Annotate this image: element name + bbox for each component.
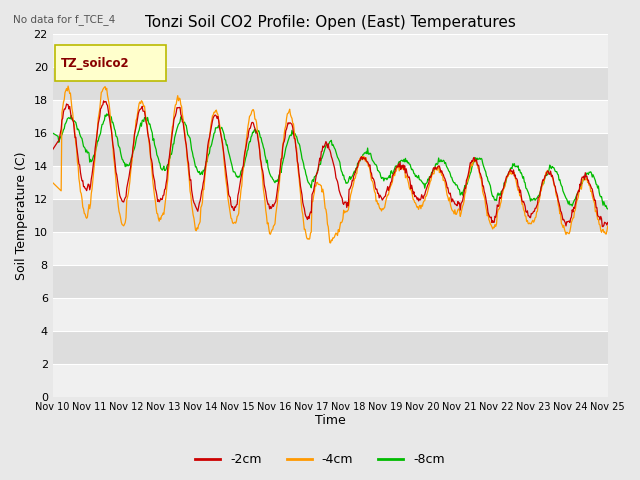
-2cm (100, 98, 108, 104)
Line: -4cm: -4cm (52, 86, 608, 243)
-2cm (59, 116, 67, 121)
Bar (52, 34, 608, 67)
-2cm (116, 195, 124, 201)
-2cm (399, 165, 406, 170)
Bar (52, 133, 608, 166)
-4cm (173, 96, 180, 102)
Title: Tonzi Soil CO2 Profile: Open (East) Temperatures: Tonzi Soil CO2 Profile: Open (East) Temp… (145, 15, 516, 30)
-4cm (59, 105, 67, 110)
-4cm (202, 162, 210, 168)
FancyBboxPatch shape (56, 45, 166, 81)
Bar (52, 364, 608, 397)
-8cm (415, 172, 422, 178)
Bar (52, 199, 608, 232)
Bar (52, 331, 608, 364)
Line: -2cm: -2cm (52, 101, 608, 227)
-2cm (415, 198, 422, 204)
Text: TZ_soilco2: TZ_soilco2 (61, 57, 130, 70)
Y-axis label: Soil Temperature (C): Soil Temperature (C) (15, 151, 28, 280)
-4cm (116, 215, 124, 221)
Text: No data for f_TCE_4: No data for f_TCE_4 (13, 14, 115, 25)
Bar (52, 232, 608, 265)
-4cm (604, 223, 612, 229)
-4cm (327, 240, 335, 246)
-8cm (116, 150, 124, 156)
-8cm (202, 158, 210, 164)
-2cm (604, 220, 612, 226)
-4cm (49, 180, 56, 185)
-2cm (173, 105, 180, 110)
-4cm (399, 167, 407, 172)
-8cm (399, 157, 406, 163)
Bar (52, 265, 608, 298)
Bar (52, 100, 608, 133)
-4cm (64, 83, 72, 89)
Bar (52, 166, 608, 199)
-8cm (49, 130, 56, 136)
-2cm (202, 157, 210, 163)
-8cm (59, 130, 67, 135)
-2cm (49, 147, 56, 153)
-8cm (173, 126, 180, 132)
Bar (52, 298, 608, 331)
Bar (52, 67, 608, 100)
Legend: -2cm, -4cm, -8cm: -2cm, -4cm, -8cm (190, 448, 450, 471)
X-axis label: Time: Time (315, 414, 346, 427)
-4cm (415, 204, 423, 209)
-8cm (604, 206, 612, 212)
Line: -8cm: -8cm (52, 114, 608, 209)
-8cm (103, 111, 111, 117)
-2cm (599, 224, 607, 229)
